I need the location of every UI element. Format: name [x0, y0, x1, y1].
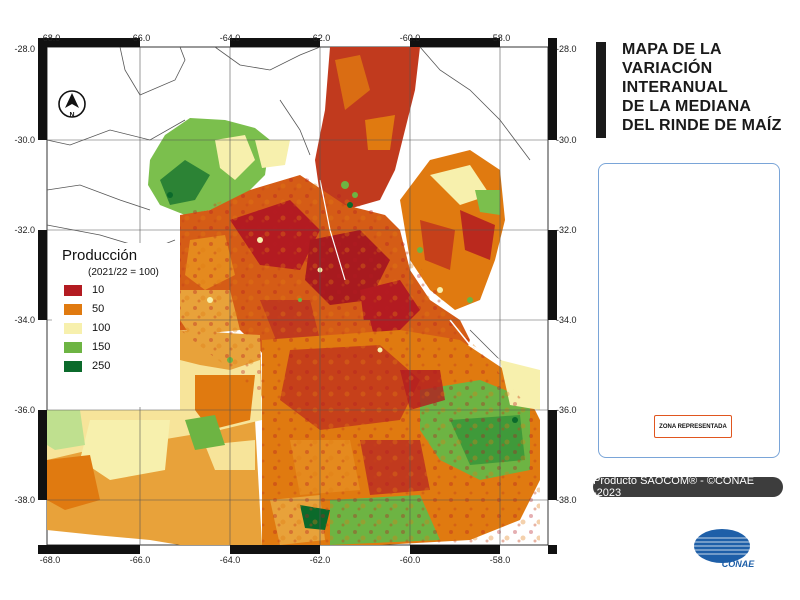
- lon-tick: -62.0: [310, 33, 331, 43]
- lon-tick: -64.0: [220, 555, 241, 565]
- lat-tick: -34.0: [14, 315, 35, 325]
- lon-tick: -60.0: [400, 33, 421, 43]
- conae-logo: CONAE: [694, 529, 755, 569]
- lat-tick: -32.0: [14, 225, 35, 235]
- lon-tick: -58.0: [490, 33, 511, 43]
- legend-swatch: [64, 341, 82, 353]
- production-regions: [47, 47, 540, 545]
- yield-map: [47, 47, 548, 545]
- title-accent-bar: [596, 42, 606, 138]
- title-line: MAPA DE LA: [622, 41, 722, 58]
- legend-label: 50: [92, 303, 105, 315]
- lat-tick: -36.0: [14, 405, 35, 415]
- legend-swatch: [64, 360, 82, 372]
- lat-tick: -34.0: [556, 315, 577, 325]
- legend-item: 100: [64, 321, 110, 335]
- lon-tick: -66.0: [130, 33, 151, 43]
- legend: Producción (2021/22 = 100) 10 50 100 150…: [52, 243, 180, 407]
- title-line: DEL RINDE DE MAÍZ: [622, 117, 782, 134]
- lat-tick: -38.0: [14, 495, 35, 505]
- map-title: MAPA DE LA VARIACIÓN INTERANUAL DE LA ME…: [622, 40, 792, 135]
- lon-tick: -60.0: [400, 555, 421, 565]
- lon-tick: -68.0: [40, 555, 61, 565]
- graticule: [47, 47, 548, 545]
- north-label: N: [69, 112, 74, 119]
- logo-text: CONAE: [722, 559, 755, 569]
- legend-item: 10: [64, 283, 104, 297]
- legend-item: 250: [64, 359, 110, 373]
- legend-swatch: [64, 284, 82, 296]
- legend-subtitle: (2021/22 = 100): [88, 267, 159, 278]
- legend-label: 150: [92, 341, 111, 353]
- lon-tick: -66.0: [130, 555, 151, 565]
- legend-item: 50: [64, 302, 104, 316]
- lat-tick: -36.0: [556, 405, 577, 415]
- legend-label: 250: [92, 360, 111, 372]
- lat-tick: -38.0: [556, 495, 577, 505]
- product-credit: Producto SAOCOM® - ©CONAE -2023: [593, 475, 783, 499]
- lon-tick: -62.0: [310, 555, 331, 565]
- zone-legend: ZONA REPRESENTADA: [654, 415, 732, 438]
- lat-tick: -28.0: [556, 44, 577, 54]
- legend-label: 10: [92, 284, 105, 296]
- lon-tick: -64.0: [220, 33, 241, 43]
- north-arrow-icon: N: [58, 90, 86, 119]
- legend-item: 150: [64, 340, 110, 354]
- inset-card: [598, 163, 780, 458]
- zone-label: ZONA REPRESENTADA: [659, 423, 727, 430]
- legend-title: Producción: [62, 247, 138, 264]
- longitude-ticks-bottom: -68.0 -66.0 -64.0 -62.0 -60.0 -58.0: [40, 555, 511, 565]
- lon-tick: -68.0: [40, 33, 61, 43]
- lat-tick: -30.0: [556, 135, 577, 145]
- title-line: VARIACIÓN: [622, 60, 713, 77]
- lat-tick: -30.0: [14, 135, 35, 145]
- legend-swatch: [64, 322, 82, 334]
- latitude-ticks-right: -28.0 -30.0 -32.0 -34.0 -36.0 -38.0: [556, 44, 577, 505]
- legend-label: 100: [92, 322, 111, 334]
- longitude-ticks-top: -68.0 -66.0 -64.0 -62.0 -60.0 -58.0: [40, 33, 511, 43]
- lat-tick: -32.0: [556, 225, 577, 235]
- title-line: DE LA MEDIANA: [622, 98, 752, 115]
- legend-swatch: [64, 303, 82, 315]
- lon-tick: -58.0: [490, 555, 511, 565]
- lat-tick: -28.0: [14, 44, 35, 54]
- title-line: INTERANUAL: [622, 79, 728, 96]
- latitude-ticks-left: -28.0 -30.0 -32.0 -34.0 -36.0 -38.0: [14, 44, 35, 505]
